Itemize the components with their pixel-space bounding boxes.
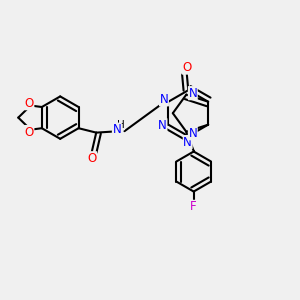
- Text: F: F: [190, 200, 197, 213]
- Text: O: O: [25, 125, 34, 139]
- Text: O: O: [87, 152, 96, 165]
- Text: O: O: [182, 61, 191, 74]
- Text: N: N: [112, 123, 121, 136]
- Text: O: O: [25, 97, 34, 110]
- Text: N: N: [183, 136, 192, 148]
- Text: N: N: [158, 119, 167, 132]
- Text: H: H: [117, 120, 124, 130]
- Text: N: N: [188, 127, 197, 140]
- Text: N: N: [160, 93, 168, 106]
- Text: N: N: [188, 87, 197, 100]
